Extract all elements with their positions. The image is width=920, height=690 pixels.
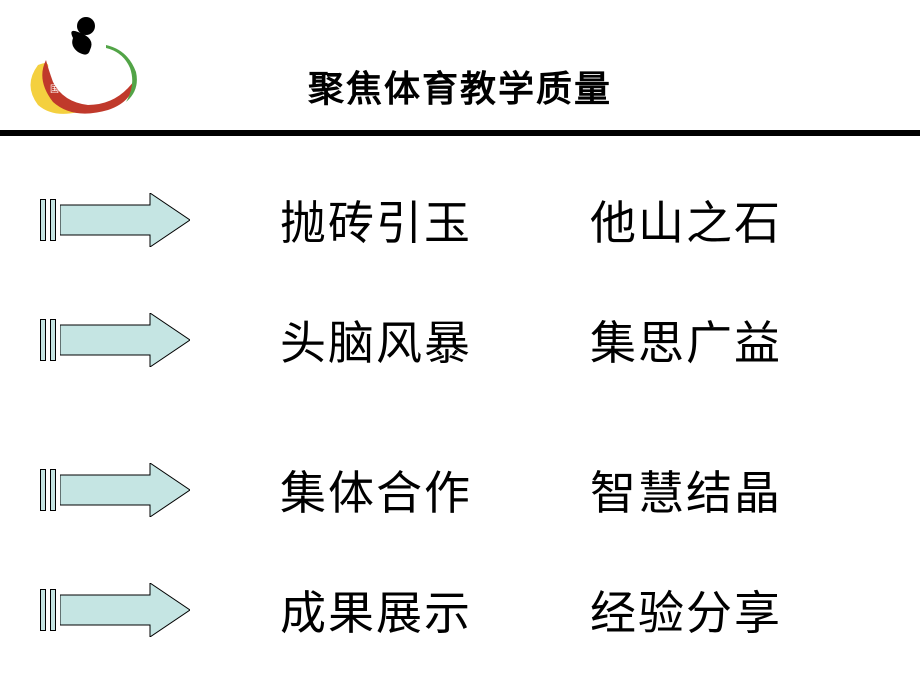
logo-label-left: 国培 bbox=[50, 83, 68, 94]
header: 国培 成都 聚焦体育教学质量 bbox=[0, 0, 920, 130]
row-text-left: 抛砖引玉 bbox=[280, 187, 472, 253]
arrow-icon bbox=[40, 463, 190, 517]
arrow-icon bbox=[40, 313, 190, 367]
row-text-left: 集体合作 bbox=[280, 457, 472, 523]
arrow-icon bbox=[40, 193, 190, 247]
arrow-icon bbox=[40, 583, 190, 637]
list-item: 抛砖引玉 他山之石 bbox=[0, 160, 920, 280]
row-text-left: 头脑风暴 bbox=[280, 307, 472, 373]
row-text-right: 经验分享 bbox=[590, 577, 782, 643]
list-item: 头脑风暴 集思广益 bbox=[0, 280, 920, 400]
page-title: 聚焦体育教学质量 bbox=[308, 60, 612, 112]
logo: 国培 成都 bbox=[18, 10, 148, 120]
row-text-right: 他山之石 bbox=[590, 187, 782, 253]
row-text-left: 成果展示 bbox=[280, 577, 472, 643]
list-item: 成果展示 经验分享 bbox=[0, 550, 920, 670]
content: 抛砖引玉 他山之石 头脑风暴 集思广益 集体合作 智慧结晶 bbox=[0, 160, 920, 670]
row-text-right: 集思广益 bbox=[590, 307, 782, 373]
divider bbox=[0, 130, 920, 136]
logo-label-right: 成都 bbox=[110, 79, 128, 90]
row-text-right: 智慧结晶 bbox=[590, 457, 782, 523]
list-item: 集体合作 智慧结晶 bbox=[0, 430, 920, 550]
